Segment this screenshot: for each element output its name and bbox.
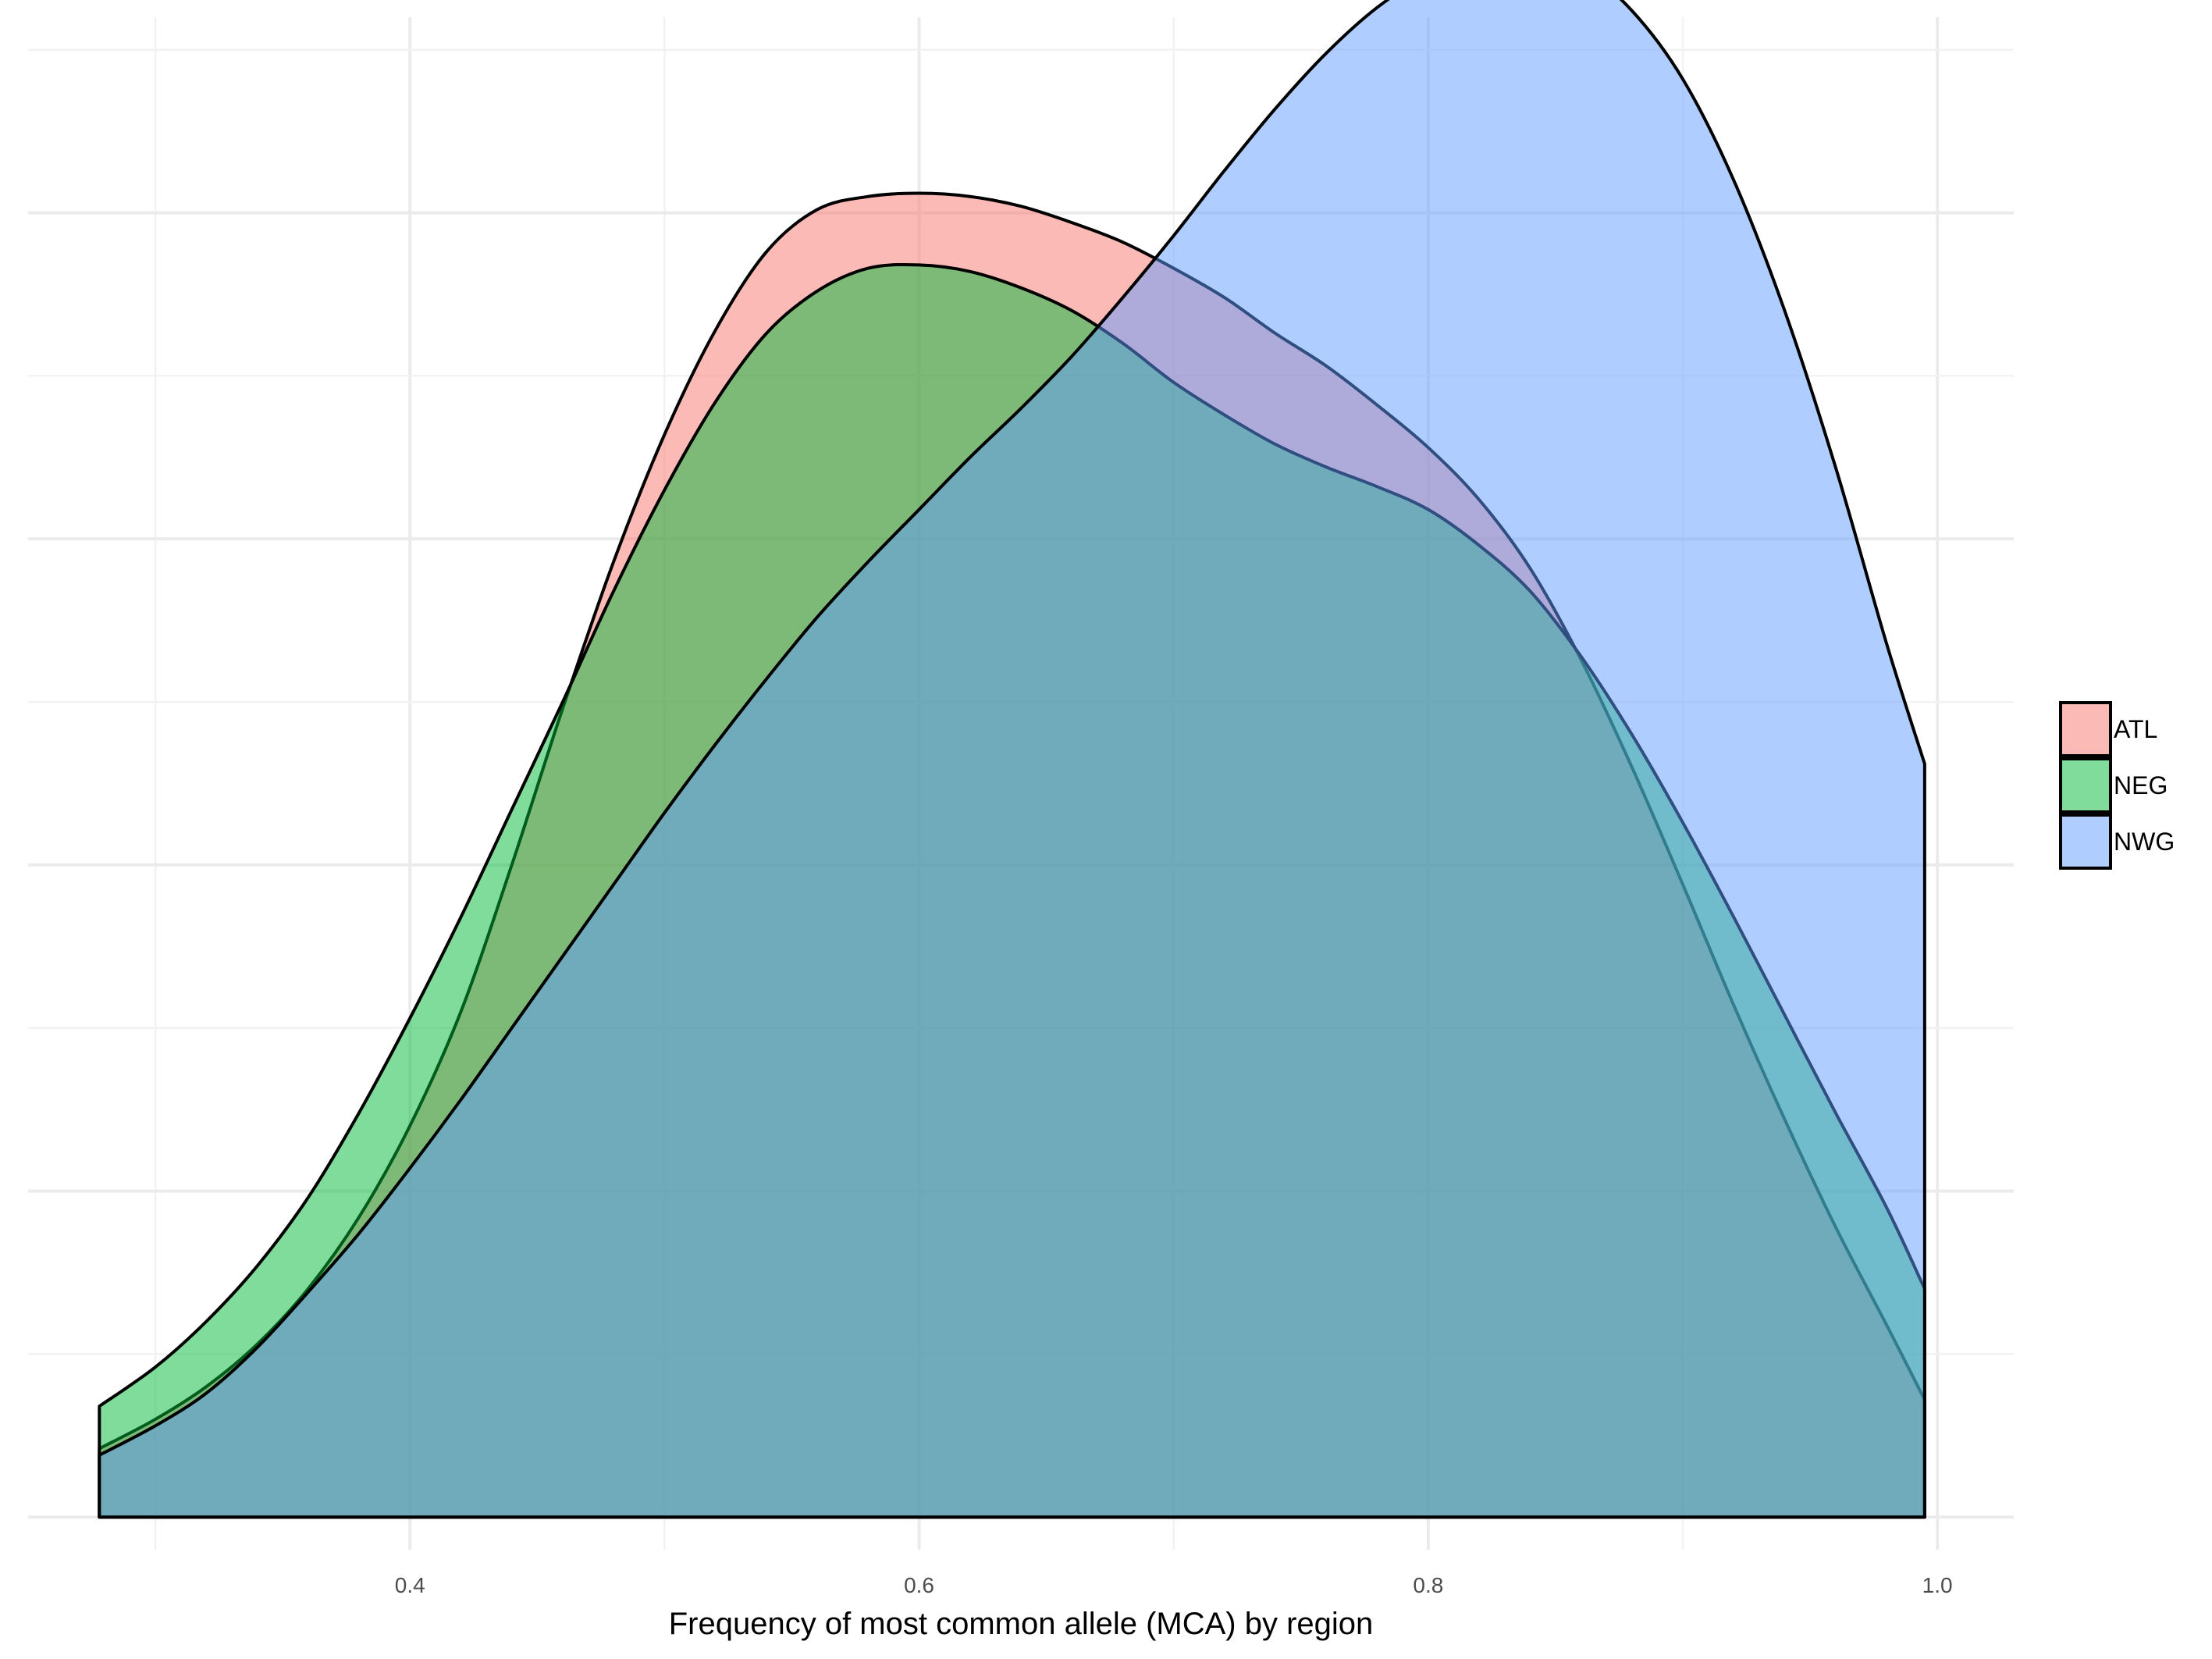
legend-key-nwg xyxy=(2059,813,2112,870)
x-tick-label: 0.8 xyxy=(1413,1573,1443,1597)
legend-key-neg xyxy=(2059,757,2112,813)
x-axis-title: Frequency of most common allele (MCA) by… xyxy=(669,1607,1374,1641)
x-tick-label: 1.0 xyxy=(1922,1573,1953,1597)
legend-key-atl xyxy=(2059,701,2112,757)
x-tick-label: 0.4 xyxy=(395,1573,425,1597)
x-tick-label: 0.6 xyxy=(904,1573,934,1597)
legend-label-neg: NEG xyxy=(2114,771,2168,799)
legend-label-atl: ATL xyxy=(2114,715,2157,743)
legend-label-nwg: NWG xyxy=(2114,828,2175,856)
x-axis-ticks: 0.4 0.6 0.8 1.0 xyxy=(395,1573,1953,1597)
density-areas xyxy=(98,0,1926,1519)
density-area-nwg xyxy=(98,0,1926,1519)
legend: ATL NEG NWG xyxy=(2059,701,2175,870)
